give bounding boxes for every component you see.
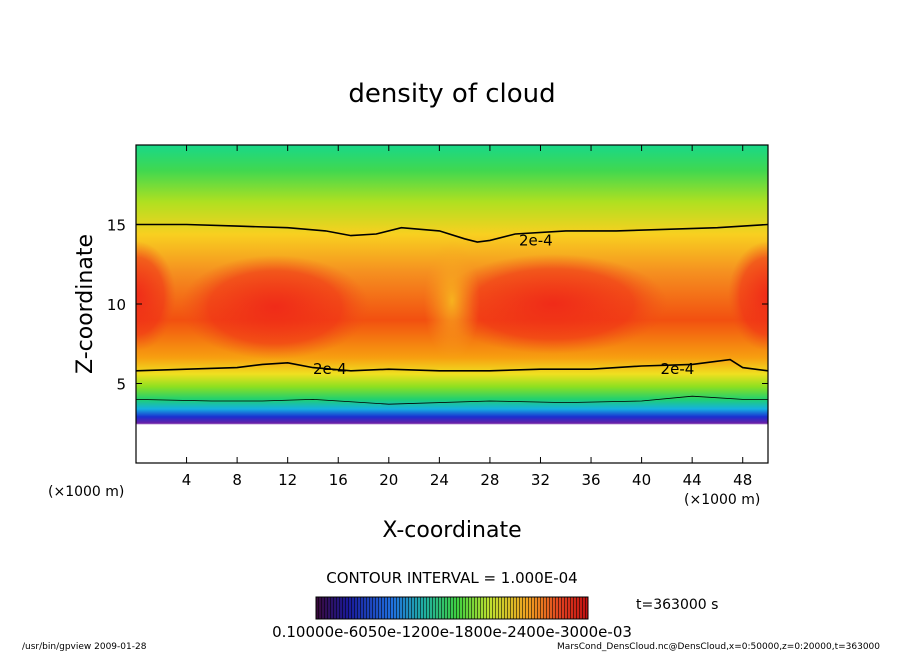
x-tick-label: 16 [329,471,348,489]
contour-label-1: 2e-4 [519,231,553,249]
y-tick-label: 10 [107,296,126,314]
contour-label-2: 2e-4 [313,360,347,378]
density-max-left [180,255,371,360]
cloud-free-region [136,424,768,463]
x-tick-label: 28 [480,471,499,489]
x-axis-label: X-coordinate [382,518,521,543]
density-min-center [424,240,480,361]
x-tick-label: 36 [581,471,600,489]
footer-right: MarsCond_DensCloud.nc@DensCloud,x=0:5000… [557,642,880,652]
y-tick-label: 15 [107,217,126,235]
plot-area: 2e-4 2e-4 2e-4 [136,145,768,463]
footer-left: /usr/bin/gpview 2009-01-28 [22,642,147,652]
density-max-right [438,254,669,354]
svg-text:2e-4: 2e-4 [313,360,347,378]
colorbar [315,596,589,620]
x-tick-label: 48 [733,471,752,489]
svg-text:2e-4: 2e-4 [519,231,553,249]
x-tick-label: 24 [430,471,449,489]
time-label: t=363000 s [636,597,718,613]
x-unit-right: (×1000 m) [684,492,760,508]
density-max-edge-left [136,241,176,352]
contour-interval-text: CONTOUR INTERVAL = 1.000E-04 [326,569,577,587]
svg-text:2e-4: 2e-4 [661,360,695,378]
x-tick-label: 8 [232,471,242,489]
x-tick-label: 40 [632,471,651,489]
contour-lower-2e-4 [136,358,768,372]
colorbar-frame [315,596,589,620]
x-tick-label: 44 [683,471,702,489]
x-tick-label: 32 [531,471,550,489]
chart-title: density of cloud [348,79,555,109]
x-unit-left: (×1000 m) [48,484,124,500]
y-axis-label: Z-coordinate [73,234,98,374]
density-max-edge-right [728,241,768,352]
colorbar-labels: 0.10000e-6050e-1200e-1800e-2400e-3000e-0… [272,623,632,641]
x-tick-label: 4 [182,471,192,489]
contour-upper-2e-4 [136,223,768,243]
colorbar-ticks [316,597,588,619]
contour-label-3: 2e-4 [661,360,695,378]
y-tick-label: 5 [116,376,126,394]
x-tick-label: 20 [379,471,398,489]
contour-low [136,395,768,405]
x-tick-label: 12 [278,471,297,489]
